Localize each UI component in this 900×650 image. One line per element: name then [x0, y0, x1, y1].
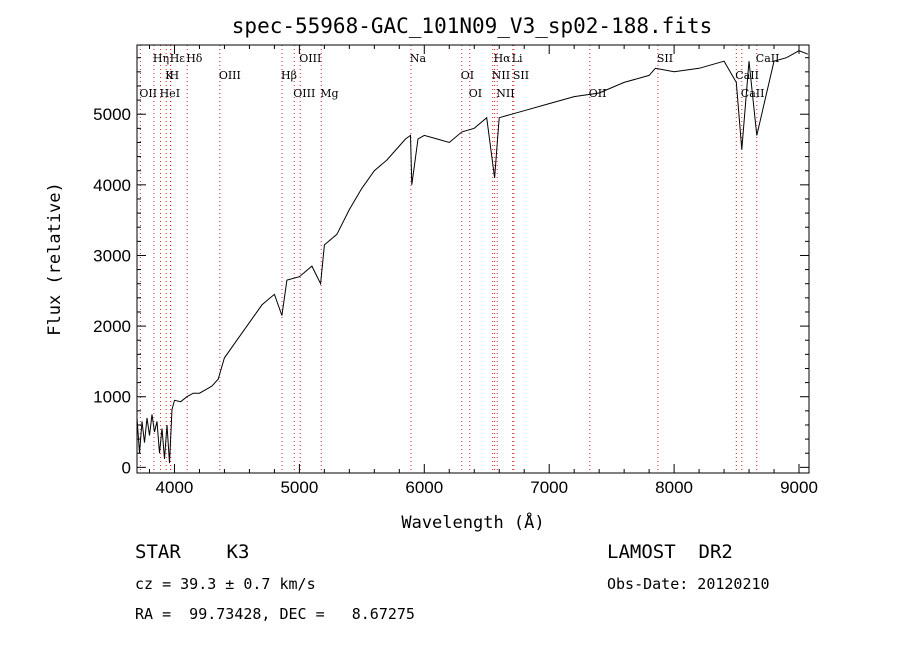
emission-line-label: K	[165, 69, 174, 82]
spectrum-line	[136, 50, 808, 464]
emission-line-label: Mg	[320, 87, 338, 100]
emission-line-markers	[139, 45, 758, 473]
emission-line-label: OIII	[299, 52, 321, 65]
x-tick-label: 5000	[280, 478, 318, 497]
y-tick-label: 1000	[93, 388, 131, 407]
x-axis-label: Wavelength (Å)	[401, 511, 544, 533]
emission-line-label: OIII	[293, 87, 315, 100]
x-tick-label: 8000	[655, 478, 693, 497]
emission-line-label: Hδ	[186, 52, 203, 65]
plot-frame	[136, 44, 810, 474]
coordinates: RA = 99.73428, DEC = 8.67275	[135, 605, 415, 623]
emission-line-label: Hα	[494, 52, 512, 65]
axis-ticks	[137, 45, 809, 473]
x-tick-label: 4000	[156, 478, 194, 497]
emission-line-label: Hε	[170, 52, 186, 65]
emission-line-label: CaII	[756, 52, 780, 65]
survey-name: LAMOST DR2	[607, 541, 733, 563]
object-class: STAR K3	[135, 541, 250, 563]
emission-line-label: SII	[657, 52, 673, 65]
y-tick-label: 5000	[93, 105, 131, 124]
y-tick-label: 3000	[93, 246, 131, 265]
emission-line-labels: HεKHeIHδOIIIOIIHηHOIIIOIIIHβMgNaOIOIHαNI…	[139, 52, 779, 100]
emission-line-label: NII	[492, 69, 510, 82]
emission-line-label: OIII	[219, 69, 241, 82]
emission-line-label: OII	[139, 87, 157, 100]
emission-line-label: HeI	[160, 87, 180, 100]
y-tick-label: 2000	[93, 317, 131, 336]
axis-tick-labels: 4000 5000 6000 7000 8000 9000 0 1000 2000 3000 400…	[93, 105, 818, 497]
emission-line-label: Hβ	[281, 69, 297, 82]
emission-line-label: CaII	[735, 69, 759, 82]
emission-line-label: SII	[513, 69, 529, 82]
emission-line-label: OI	[461, 69, 474, 82]
emission-line-label: Li	[512, 52, 523, 65]
y-tick-label: 4000	[93, 176, 131, 195]
emission-line-label: NII	[496, 87, 514, 100]
y-tick-label: 0	[122, 458, 131, 477]
emission-line-label: Na	[410, 52, 427, 65]
observation-date: Obs-Date: 20120210	[607, 575, 770, 593]
y-axis-label: Flux (relative)	[45, 182, 65, 336]
emission-line-label: Hη	[153, 52, 169, 65]
chart-title: spec-55968-GAC_101N09_V3_sp02-188.fits	[232, 14, 712, 38]
emission-line-label: OI	[469, 87, 482, 100]
x-tick-label: 7000	[530, 478, 568, 497]
x-tick-label: 9000	[780, 478, 818, 497]
x-tick-label: 6000	[405, 478, 443, 497]
emission-line-label: H	[169, 69, 179, 82]
redshift-velocity: cz = 39.3 ± 0.7 km/s	[135, 575, 316, 593]
